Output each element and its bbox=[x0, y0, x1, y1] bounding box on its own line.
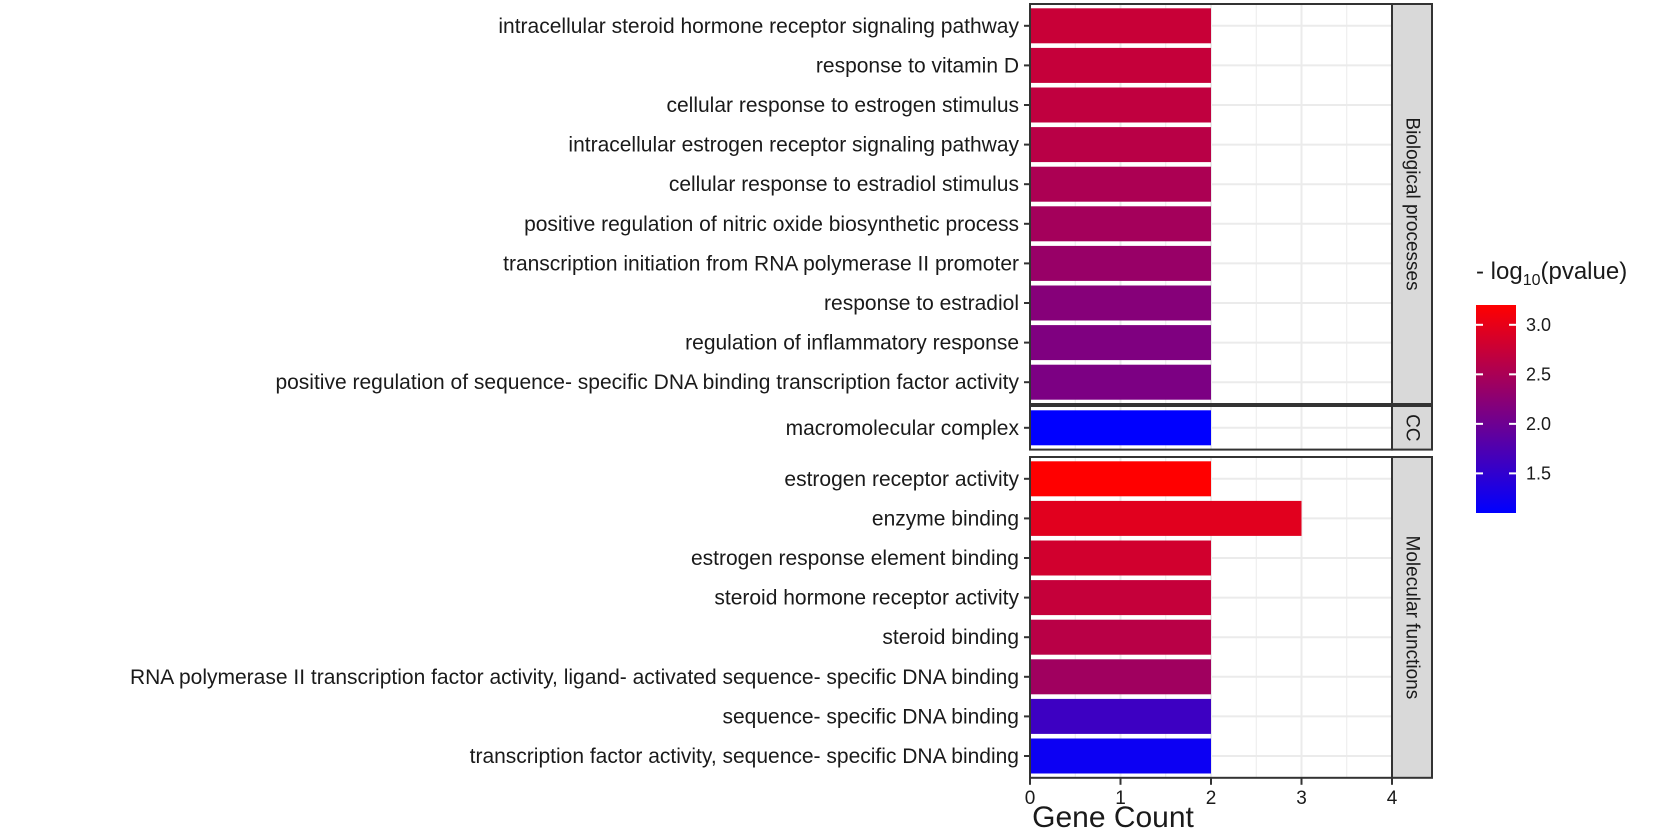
legend-tick-label: 1.5 bbox=[1526, 463, 1551, 483]
bar bbox=[1030, 500, 1302, 536]
term-label: RNA polymerase II transcription factor a… bbox=[130, 666, 1019, 689]
term-label: response to vitamin D bbox=[816, 54, 1019, 77]
term-label: sequence- specific DNA binding bbox=[722, 705, 1019, 728]
legend-colorbar bbox=[1476, 305, 1516, 513]
x-tick-label: 4 bbox=[1387, 788, 1398, 809]
facet-panels: intracellular steroid hormone receptor s… bbox=[130, 3, 1433, 779]
legend-title-suffix: (pvalue) bbox=[1540, 258, 1627, 285]
facet-strip-label: CC bbox=[1402, 414, 1423, 441]
x-tick-label: 2 bbox=[1206, 788, 1217, 809]
facet-strip bbox=[1391, 3, 1433, 405]
x-tick-label: 3 bbox=[1296, 788, 1307, 809]
facet-strip-label: Molecular functions bbox=[1402, 536, 1423, 700]
term-label: estrogen receptor activity bbox=[784, 468, 1019, 491]
term-label: regulation of inflammatory response bbox=[685, 332, 1019, 355]
bar bbox=[1030, 127, 1211, 163]
term-label: intracellular estrogen receptor signalin… bbox=[568, 134, 1019, 157]
bar bbox=[1030, 8, 1211, 44]
term-label: response to estradiol bbox=[824, 292, 1019, 315]
bar bbox=[1030, 206, 1211, 242]
bar bbox=[1030, 166, 1211, 202]
facet-panel: intracellular steroid hormone receptor s… bbox=[275, 3, 1433, 405]
x-tick-label: 0 bbox=[1025, 788, 1036, 809]
bar bbox=[1030, 619, 1211, 655]
bar bbox=[1030, 325, 1211, 361]
term-label: transcription initiation from RNA polyme… bbox=[503, 252, 1019, 275]
facet-strip bbox=[1391, 405, 1433, 451]
bar bbox=[1030, 698, 1211, 734]
bar bbox=[1030, 580, 1211, 616]
term-label: estrogen response element binding bbox=[691, 547, 1019, 570]
x-axis: 0 1 2 3 4 bbox=[1025, 777, 1398, 809]
legend-tick-label: 2.5 bbox=[1526, 364, 1551, 384]
color-legend: - log10(pvalue) 1.5 2.0 2.5 3.0 bbox=[1476, 258, 1627, 513]
legend-tick-label: 3.0 bbox=[1526, 315, 1551, 335]
bar bbox=[1030, 87, 1211, 123]
legend-title-prefix: - log bbox=[1476, 258, 1523, 285]
term-label: cellular response to estradiol stimulus bbox=[669, 173, 1019, 196]
facet-strip-label: Biological processes bbox=[1402, 117, 1423, 290]
term-label: transcription factor activity, sequence-… bbox=[470, 745, 1019, 768]
legend-title-subscript: 10 bbox=[1523, 272, 1541, 289]
term-label: cellular response to estrogen stimulus bbox=[666, 94, 1019, 117]
facet-strip bbox=[1391, 456, 1433, 779]
bar bbox=[1030, 461, 1211, 497]
bar bbox=[1030, 364, 1211, 400]
bar bbox=[1030, 410, 1211, 446]
bar bbox=[1030, 47, 1211, 83]
x-tick-label: 1 bbox=[1115, 788, 1126, 809]
term-label: intracellular steroid hormone receptor s… bbox=[498, 15, 1019, 38]
term-label: positive regulation of nitric oxide bios… bbox=[524, 213, 1019, 236]
bar bbox=[1030, 245, 1211, 281]
legend-tick-label: 2.0 bbox=[1526, 414, 1551, 434]
bar bbox=[1030, 738, 1211, 774]
term-label: macromolecular complex bbox=[786, 417, 1020, 440]
term-label: enzyme binding bbox=[872, 507, 1019, 530]
legend-title: - log10(pvalue) bbox=[1476, 258, 1627, 289]
bar bbox=[1030, 540, 1211, 576]
facet-panel: macromolecular complex CC bbox=[786, 405, 1433, 451]
term-label: steroid hormone receptor activity bbox=[714, 587, 1019, 610]
term-label: steroid binding bbox=[882, 626, 1019, 649]
legend-ticks: 1.5 2.0 2.5 3.0 bbox=[1476, 315, 1551, 483]
term-label: positive regulation of sequence- specifi… bbox=[275, 371, 1019, 394]
x-axis-title: Gene Count bbox=[1032, 801, 1194, 834]
bar bbox=[1030, 659, 1211, 695]
facet-panel: estrogen receptor activity enzyme binding… bbox=[130, 456, 1433, 779]
bar bbox=[1030, 285, 1211, 321]
